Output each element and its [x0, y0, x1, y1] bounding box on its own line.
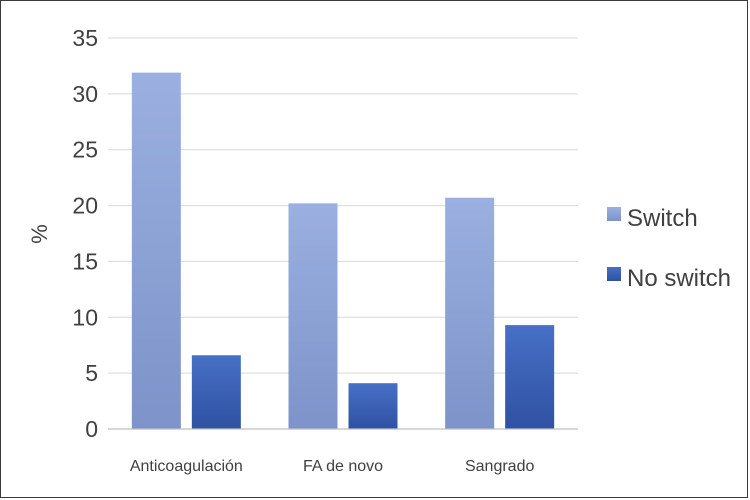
bar-switch-1 [288, 203, 338, 429]
y-tick-label: 15 [72, 248, 98, 274]
x-tick-label: FA de novo [303, 458, 383, 475]
y-tick-label: 0 [85, 416, 98, 442]
axes: 0 5 10 15 20 25 30 35 Anticoagulación FA de novo S… [72, 25, 578, 475]
legend: Switch No switch [607, 205, 731, 292]
x-tick-label: Anticoagulación [130, 458, 243, 475]
bar-switch-2 [445, 197, 495, 429]
y-tick-label: 20 [72, 193, 98, 219]
legend-label: No switch [627, 265, 731, 292]
bar-switch-0 [131, 72, 181, 429]
y-tick-label: 35 [72, 25, 98, 51]
y-axis-label: % [27, 224, 52, 244]
x-tick-label: Sangrado [465, 458, 534, 475]
y-tick-label: 25 [72, 137, 98, 163]
bar-no-switch-2 [505, 325, 555, 429]
legend-swatch [607, 207, 621, 221]
y-tick-label: 5 [85, 360, 98, 386]
bar-no-switch-0 [191, 355, 241, 429]
bars [131, 72, 555, 429]
y-tick-label: 10 [72, 304, 98, 330]
y-tick-label: 30 [72, 81, 98, 107]
legend-swatch [607, 267, 621, 281]
legend-label: Switch [627, 205, 698, 232]
gridlines [108, 37, 578, 374]
bar-no-switch-1 [348, 383, 398, 429]
